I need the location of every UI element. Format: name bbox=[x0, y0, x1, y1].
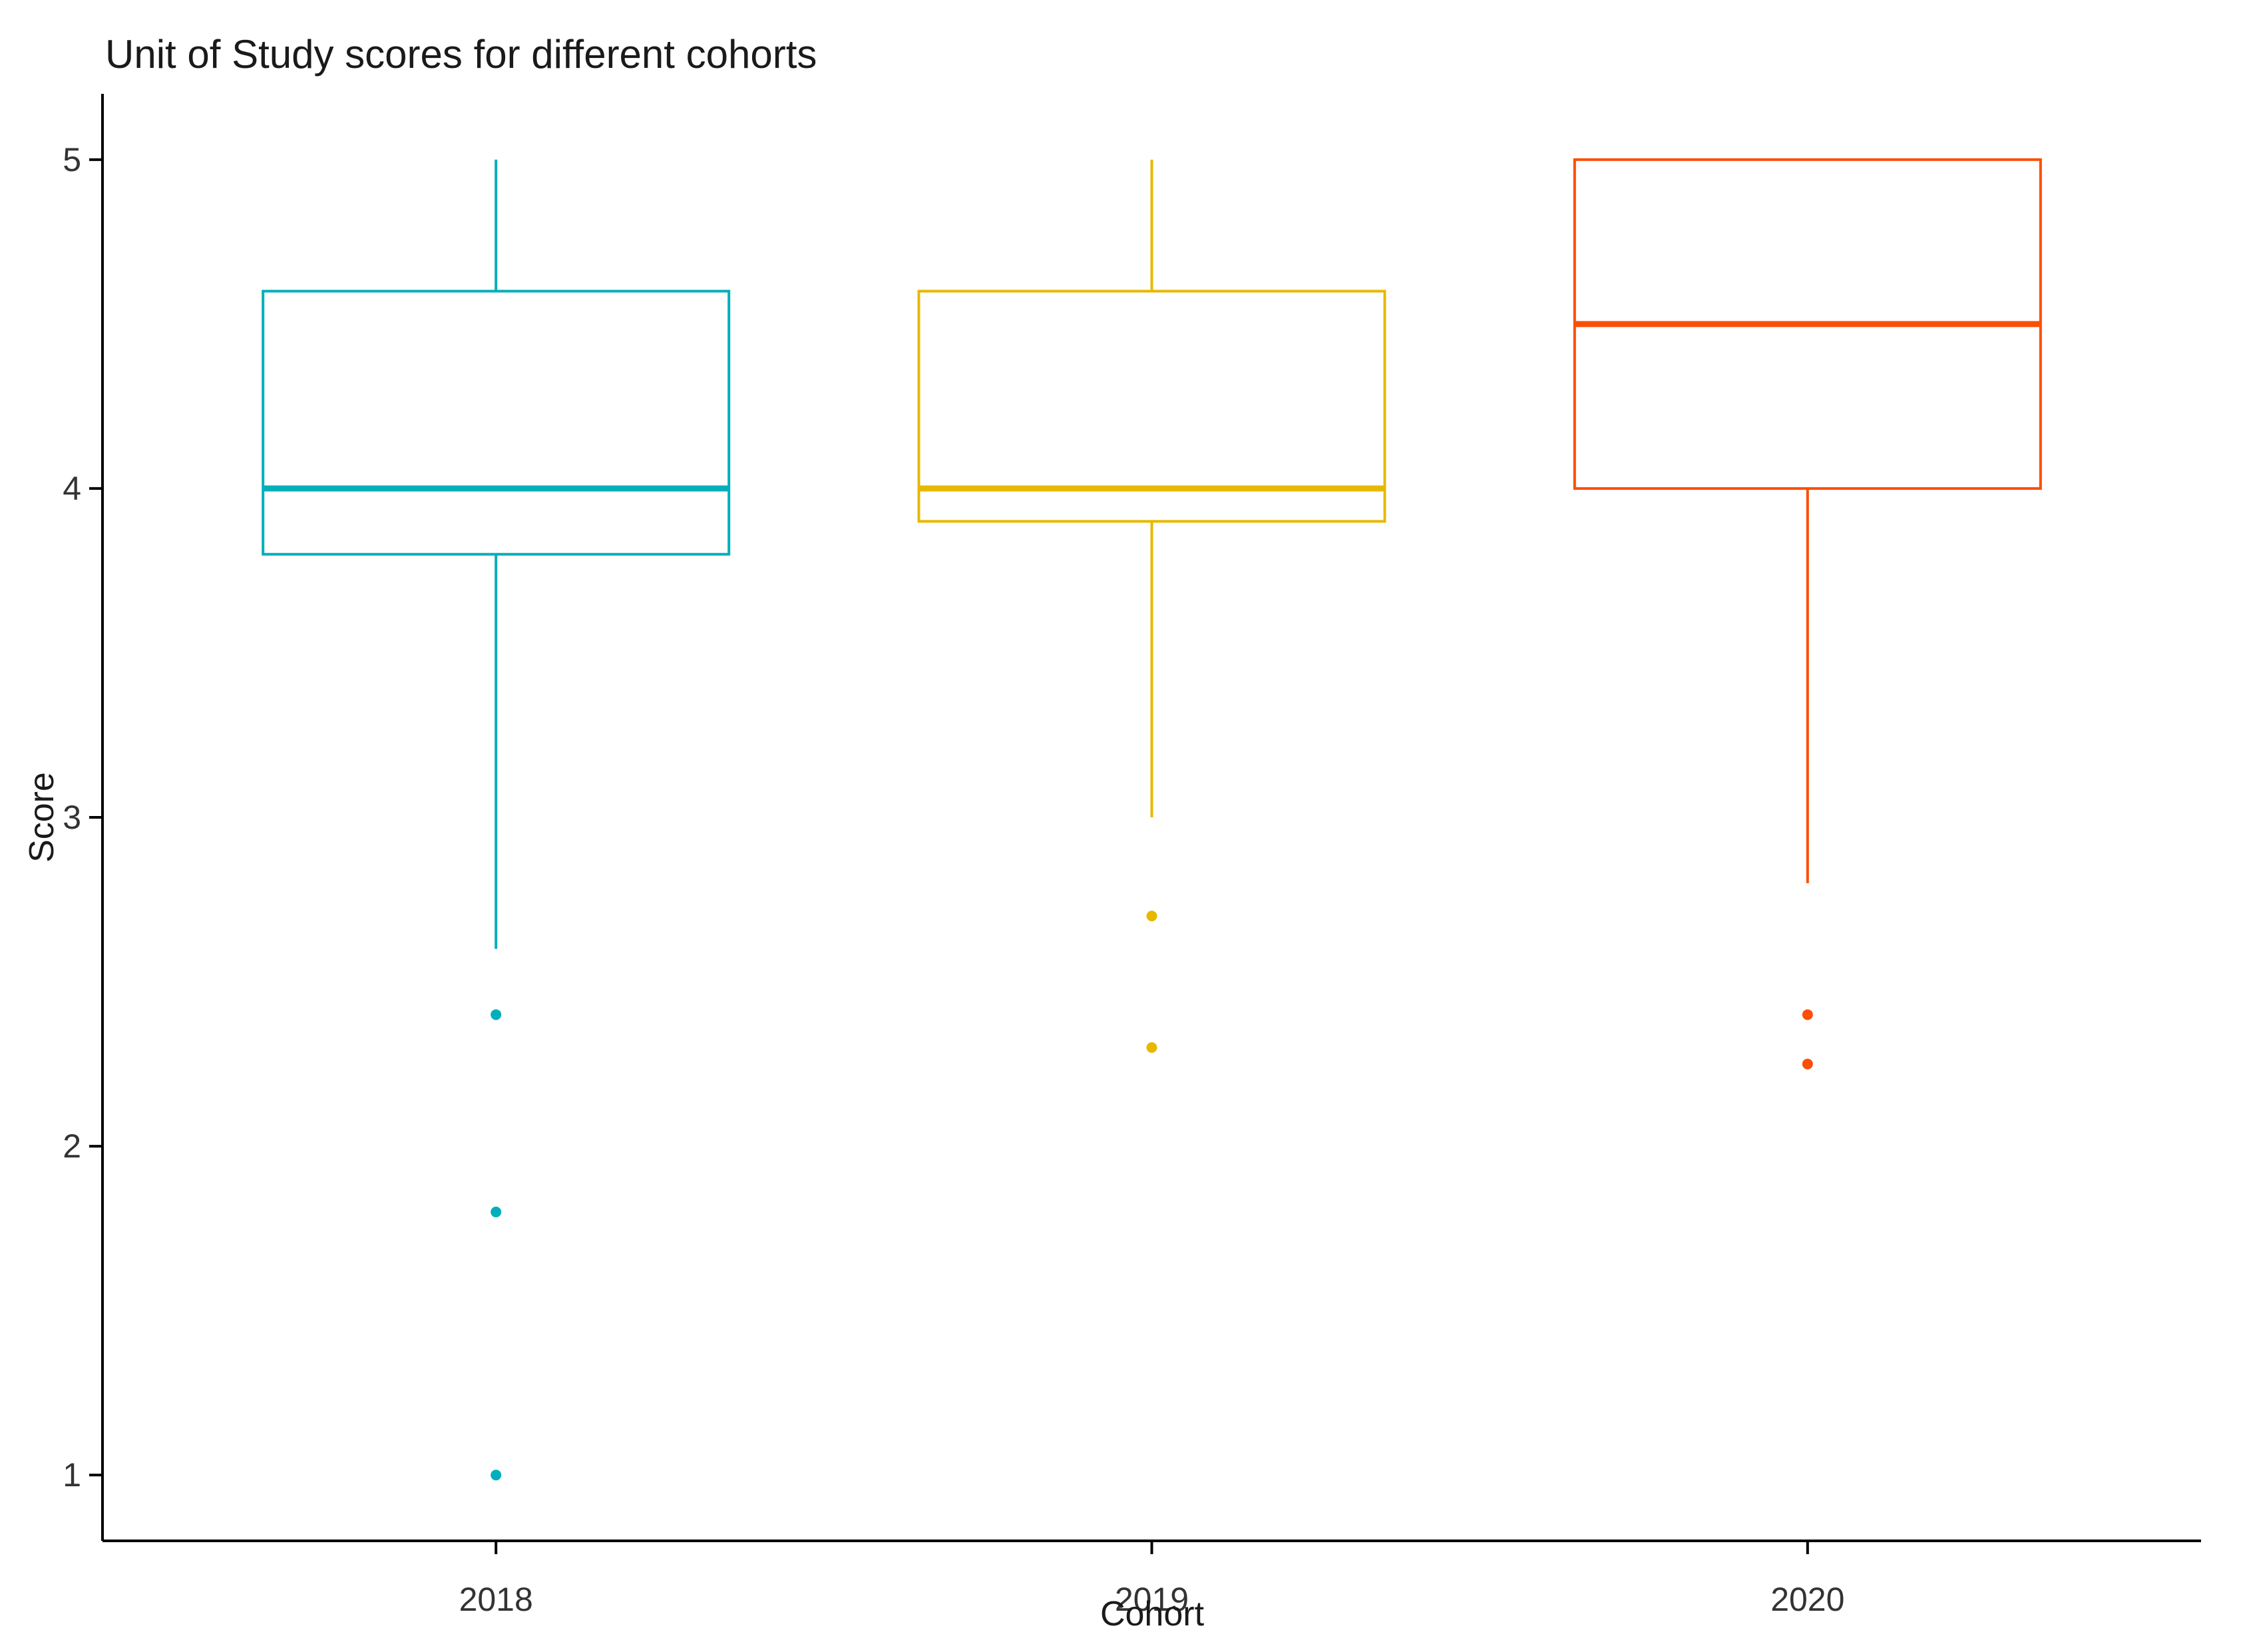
outlier-2018-1 bbox=[491, 1206, 502, 1217]
y-tick-label-2: 2 bbox=[63, 1128, 81, 1165]
outlier-2018-2 bbox=[491, 1470, 502, 1481]
outlier-2019-1 bbox=[1146, 1042, 1157, 1053]
chart-title: Unit of Study scores for different cohor… bbox=[105, 32, 817, 77]
x-tick-label-2019: 2019 bbox=[1115, 1581, 1189, 1618]
y-tick-label-5: 5 bbox=[63, 141, 81, 178]
y-tick-label-3: 3 bbox=[63, 799, 81, 836]
outlier-2020-0 bbox=[1802, 1009, 1813, 1020]
x-axis-title: Cohort bbox=[1100, 1595, 1205, 1633]
x-tick-label-2020: 2020 bbox=[1770, 1581, 1844, 1618]
y-axis-title: Score bbox=[23, 772, 61, 863]
y-tick-label-1: 1 bbox=[63, 1456, 81, 1494]
outlier-2018-0 bbox=[491, 1009, 502, 1020]
box-2019 bbox=[917, 290, 1386, 523]
outlier-2020-1 bbox=[1802, 1058, 1813, 1070]
plot-area: 1 2 3 4 5 2018 2019 2020 bbox=[63, 94, 2201, 1618]
y-tick-label-4: 4 bbox=[63, 470, 81, 507]
box-2018 bbox=[262, 290, 731, 556]
outlier-2019-0 bbox=[1146, 911, 1157, 922]
x-tick-label-2018: 2018 bbox=[459, 1581, 533, 1618]
